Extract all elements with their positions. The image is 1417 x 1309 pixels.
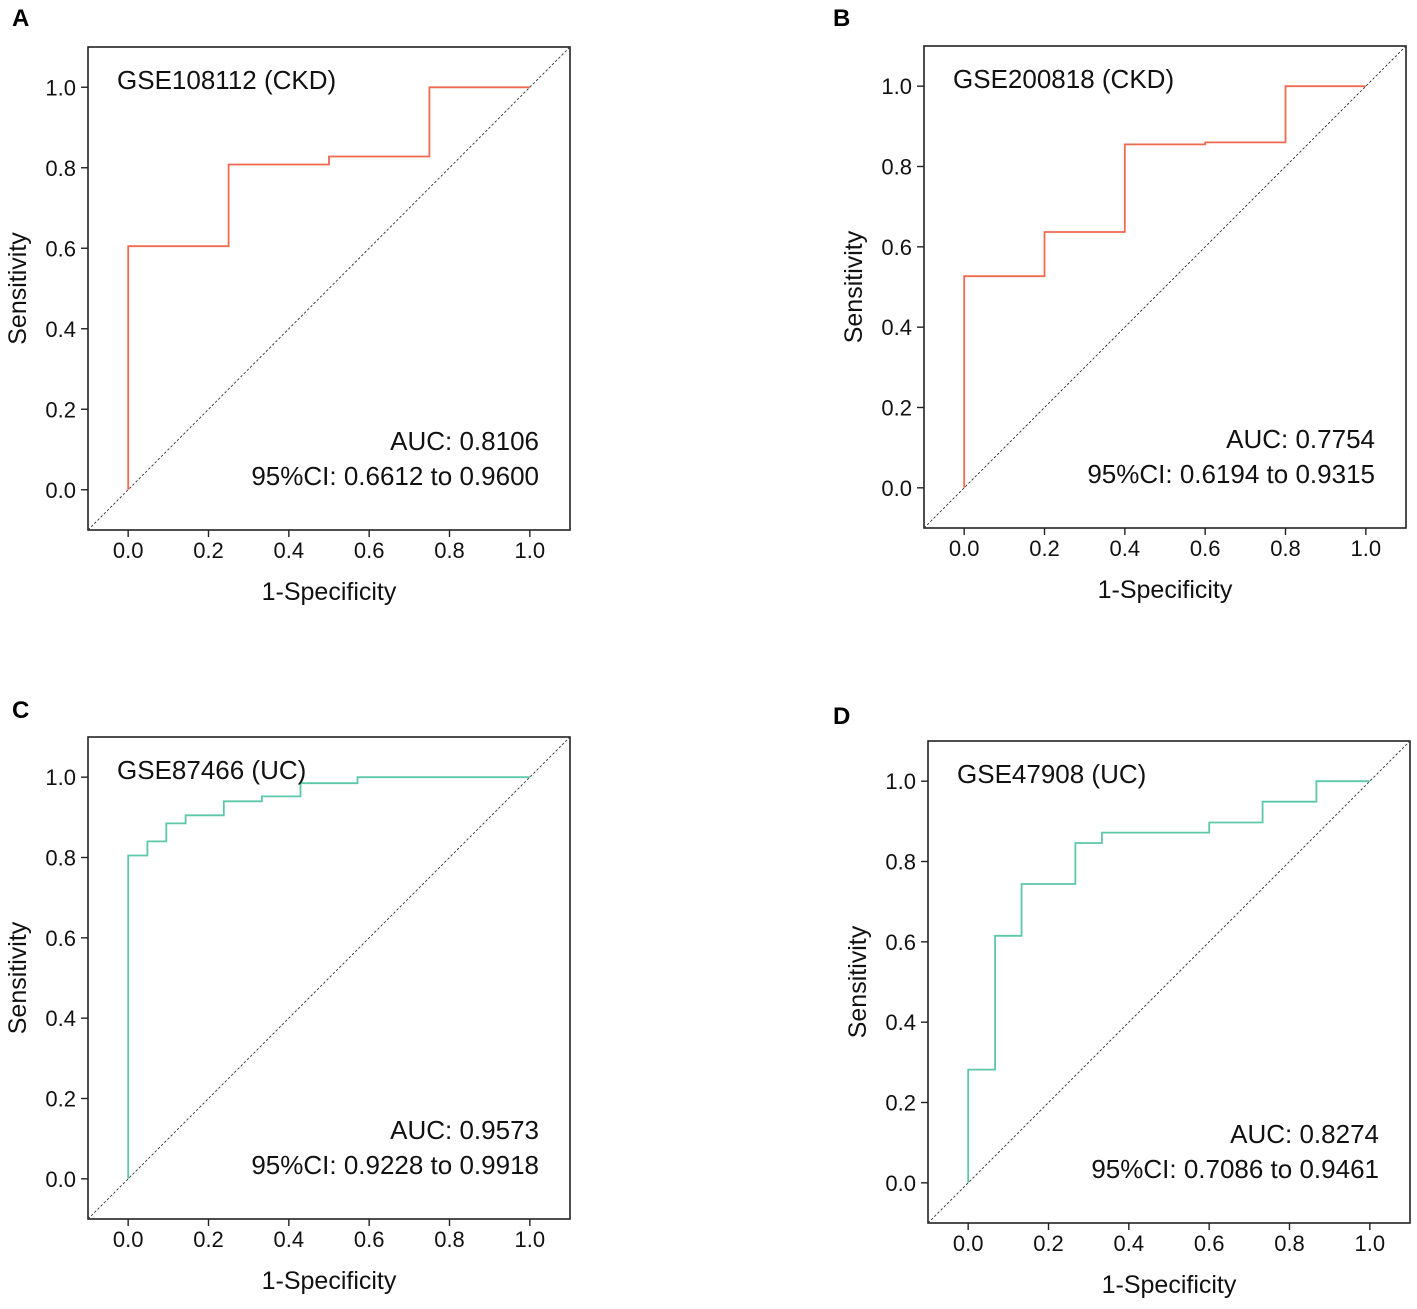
ci-label: 95%CI: 0.6194 to 0.9315: [1087, 459, 1375, 489]
roc-curve: [963, 85, 1366, 488]
auc-label: AUC: 0.7754: [1226, 424, 1375, 454]
y-axis-title: Sensitivity: [844, 925, 872, 1038]
panel-letter: C: [12, 697, 29, 724]
y-tick-label: 0.2: [45, 397, 76, 422]
x-axis-title: 1-Specificity: [1098, 576, 1233, 604]
y-tick-label: 0.4: [45, 317, 76, 342]
plot-frame: [87, 736, 571, 1220]
x-tick-label: 0.0: [949, 536, 980, 561]
y-tick-label: 1.0: [45, 75, 76, 100]
panel-letter: B: [833, 5, 850, 32]
roc-panel-c: C 0.0 0.2 0.4 0.6 0.8 1.0 0.0 0.2 0.4 0.6 0.8 1.0 1-S…: [4, 697, 571, 1295]
x-axis-title: 1-Specificity: [1102, 1271, 1237, 1299]
roc-curve: [967, 780, 1370, 1183]
x-tick-label: 1.0: [1351, 536, 1382, 561]
roc-panel-a: A 0.0 0.2 0.4 0.6 0.8 1.0 0.0 0.2 0.4 0.6 0.8 1.0 1-S…: [4, 5, 571, 606]
x-tick-label: 1.0: [515, 538, 546, 563]
y-tick-label: 0.0: [885, 1171, 916, 1196]
y-tick-label: 0.0: [45, 1167, 76, 1192]
y-tick-label: 1.0: [881, 74, 912, 99]
y-tick-label: 0.6: [45, 236, 76, 261]
panel-letter: D: [833, 703, 850, 730]
y-tick-label: 0.2: [45, 1087, 76, 1112]
x-tick-label: 0.8: [1270, 536, 1301, 561]
y-tick-label: 0.8: [881, 155, 912, 180]
ci-label: 95%CI: 0.6612 to 0.9600: [251, 461, 539, 491]
y-tick-label: 0.8: [45, 846, 76, 871]
x-tick-label: 1.0: [515, 1227, 546, 1252]
x-tick-label: 0.6: [354, 1227, 385, 1252]
roc-curve: [127, 776, 530, 1179]
x-tick-label: 0.0: [113, 538, 144, 563]
roc-panel-b: B 0.0 0.2 0.4 0.6 0.8 1.0 0.0 0.2 0.4 0.6 0.8 1.0 1-S…: [833, 5, 1407, 604]
roc-curve: [127, 86, 530, 490]
roc-panel-d: D 0.0 0.2 0.4 0.6 0.8 1.0 0.0 0.2 0.4 0.6 0.8 1.0 1-S…: [833, 703, 1411, 1299]
plot-frame: [923, 45, 1407, 529]
y-tick-label: 0.6: [45, 926, 76, 951]
x-tick-label: 0.0: [953, 1231, 984, 1256]
x-tick-label: 0.4: [1110, 536, 1141, 561]
y-tick-label: 0.4: [45, 1006, 76, 1031]
y-tick-label: 0.6: [881, 235, 912, 260]
x-tick-label: 0.0: [113, 1227, 144, 1252]
auc-label: AUC: 0.8274: [1230, 1119, 1379, 1149]
y-tick-label: 0.2: [885, 1091, 916, 1116]
x-tick-label: 0.2: [1029, 536, 1060, 561]
plot-title: GSE47908 (UC): [957, 759, 1146, 789]
reference-diagonal: [87, 46, 571, 531]
x-tick-label: 0.8: [1274, 1231, 1305, 1256]
x-tick-label: 0.8: [434, 1227, 465, 1252]
ci-label: 95%CI: 0.7086 to 0.9461: [1091, 1154, 1379, 1184]
auc-label: AUC: 0.8106: [390, 426, 539, 456]
x-tick-label: 0.6: [354, 538, 385, 563]
x-tick-label: 0.4: [274, 538, 305, 563]
y-tick-label: 0.6: [885, 930, 916, 955]
x-tick-label: 0.4: [1114, 1231, 1145, 1256]
auc-label: AUC: 0.9573: [390, 1115, 539, 1145]
plot-frame: [87, 46, 571, 531]
y-axis-title: Sensitivity: [4, 232, 32, 345]
y-tick-label: 1.0: [885, 769, 916, 794]
x-tick-label: 0.2: [1033, 1231, 1064, 1256]
plot-title: GSE200818 (CKD): [953, 64, 1174, 94]
y-tick-label: 0.8: [885, 850, 916, 875]
x-tick-label: 1.0: [1355, 1231, 1386, 1256]
x-tick-label: 0.4: [274, 1227, 305, 1252]
y-tick-label: 0.0: [881, 476, 912, 501]
x-tick-label: 0.2: [193, 1227, 224, 1252]
plot-title: GSE87466 (UC): [117, 755, 306, 785]
plot-title: GSE108112 (CKD): [117, 65, 336, 95]
x-tick-label: 0.8: [434, 538, 465, 563]
plot-frame: [927, 740, 1411, 1224]
y-tick-label: 0.4: [885, 1010, 916, 1035]
y-tick-label: 0.0: [45, 478, 76, 503]
reference-diagonal: [87, 736, 571, 1220]
y-tick-label: 0.8: [45, 156, 76, 181]
y-tick-label: 0.2: [881, 396, 912, 421]
y-axis-title: Sensitivity: [840, 230, 868, 343]
x-tick-label: 0.6: [1190, 536, 1221, 561]
x-axis-title: 1-Specificity: [262, 1267, 397, 1295]
x-axis-title: 1-Specificity: [262, 578, 397, 606]
x-tick-label: 0.6: [1194, 1231, 1225, 1256]
y-tick-label: 1.0: [45, 765, 76, 790]
panel-letter: A: [12, 5, 29, 32]
x-tick-label: 0.2: [193, 538, 224, 563]
ci-label: 95%CI: 0.9228 to 0.9918: [251, 1150, 539, 1180]
y-axis-title: Sensitivity: [4, 921, 32, 1034]
reference-diagonal: [923, 45, 1407, 529]
y-tick-label: 0.4: [881, 315, 912, 340]
reference-diagonal: [927, 740, 1411, 1224]
